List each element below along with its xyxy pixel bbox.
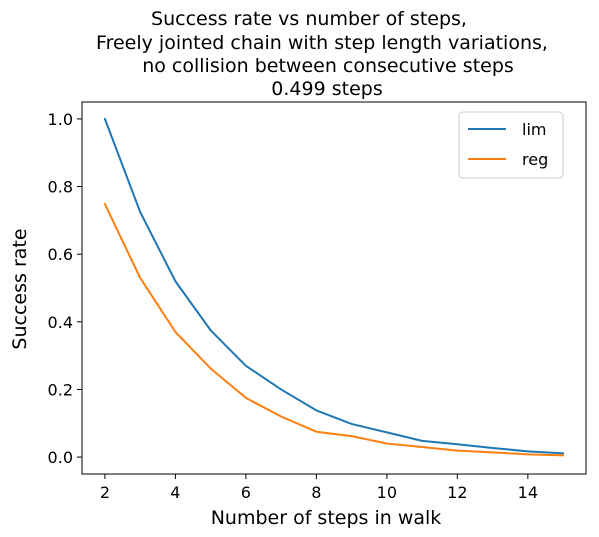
plot-frame xyxy=(81,101,587,475)
legend-label-reg: reg xyxy=(522,150,548,169)
y-axis-label: Success rate xyxy=(9,228,31,349)
x-tick-label: 10 xyxy=(377,483,397,502)
x-tick-label: 2 xyxy=(100,483,110,502)
x-tick-label: 4 xyxy=(170,483,180,502)
chart-title-line-1: Success rate vs number of steps, xyxy=(151,8,467,30)
x-axis-ticks: 2 4 6 8 10 12 14 xyxy=(100,474,538,502)
series-line-lim xyxy=(103,117,565,455)
chart-title-line-3: no collision between consecutive steps xyxy=(142,55,514,77)
y-tick-label: 0.4 xyxy=(48,313,73,332)
y-tick-label: 0.6 xyxy=(48,245,73,264)
y-tick-label: 0.2 xyxy=(48,380,73,399)
y-tick-label: 0.0 xyxy=(48,448,73,467)
y-tick-label: 1.0 xyxy=(48,110,73,129)
x-tick-label: 14 xyxy=(518,483,538,502)
y-axis-ticks: 0.0 0.2 0.4 0.6 0.8 1.0 xyxy=(48,110,82,467)
series-layer xyxy=(103,117,565,457)
x-tick-label: 12 xyxy=(447,483,467,502)
y-tick-label: 0.8 xyxy=(48,178,73,197)
legend: lim reg xyxy=(458,111,564,179)
chart-title-line-4: 0.499 steps xyxy=(271,78,382,100)
chart-title-line-2: Freely jointed chain with step length va… xyxy=(96,32,548,54)
chart-title: Success rate vs number of steps, Freely … xyxy=(96,8,548,100)
x-tick-label: 8 xyxy=(311,483,321,502)
legend-label-lim: lim xyxy=(522,120,546,139)
x-axis-label: Number of steps in walk xyxy=(211,507,442,529)
x-tick-label: 6 xyxy=(241,483,251,502)
series-line-reg xyxy=(103,202,565,457)
